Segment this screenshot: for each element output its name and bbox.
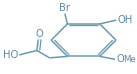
Text: Me: Me <box>123 55 136 64</box>
Text: O: O <box>36 29 43 39</box>
Text: HO: HO <box>3 50 18 60</box>
Text: O: O <box>116 54 124 64</box>
Text: Br: Br <box>59 3 70 13</box>
Text: OH: OH <box>118 15 133 25</box>
